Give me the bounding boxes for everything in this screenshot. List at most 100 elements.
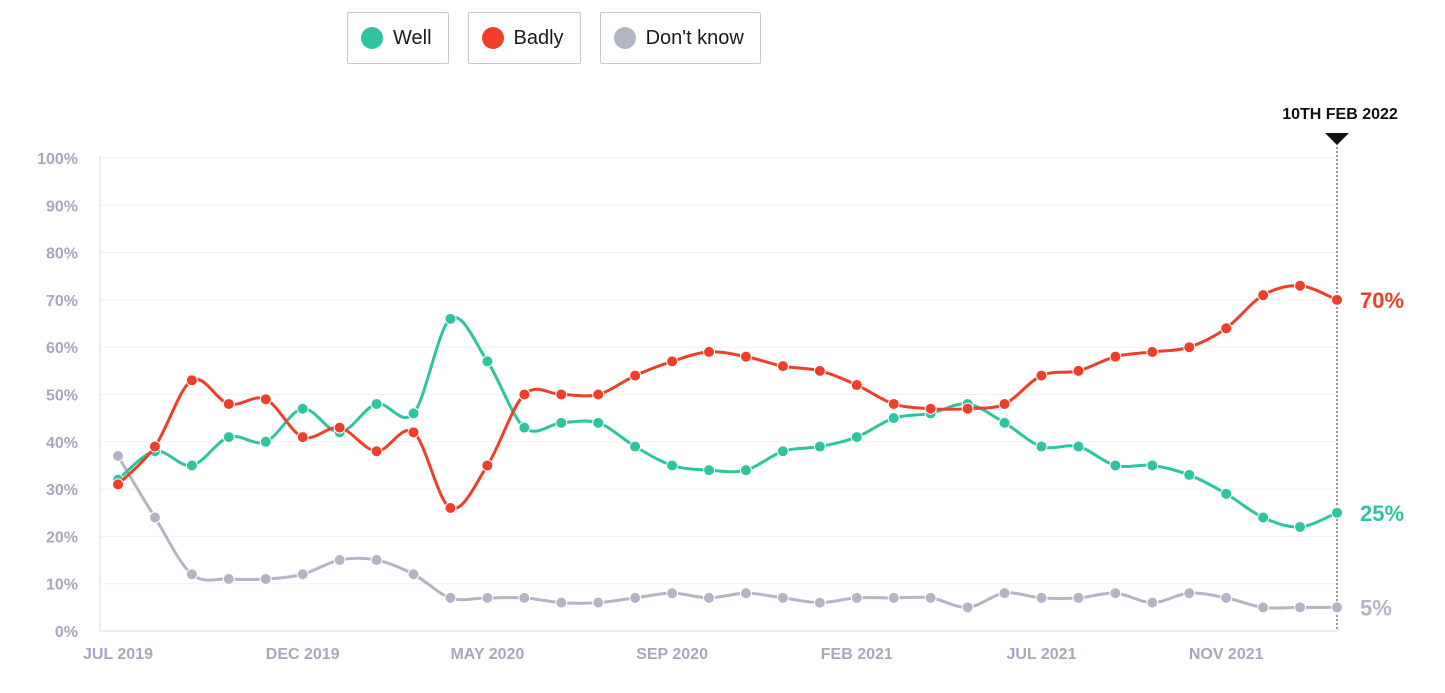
data-point-well	[185, 459, 198, 472]
series-line-badly	[116, 284, 1338, 511]
data-point-don-t-know	[1183, 587, 1196, 600]
y-tick-label: 40%	[46, 435, 78, 452]
data-point-well	[592, 416, 605, 429]
data-point-badly	[850, 379, 863, 392]
data-point-don-t-know	[555, 596, 568, 609]
data-point-badly	[148, 440, 161, 453]
data-point-don-t-know	[518, 591, 531, 604]
data-point-don-t-know	[961, 601, 974, 614]
data-point-don-t-know	[703, 591, 716, 604]
data-point-don-t-know	[1294, 601, 1307, 614]
data-point-badly	[776, 360, 789, 373]
y-tick-label: 90%	[46, 198, 78, 215]
data-point-badly	[1257, 289, 1270, 302]
legend: Well Badly Don't know	[347, 12, 761, 64]
x-tick-label: MAY 2020	[450, 646, 524, 663]
data-point-badly	[1072, 364, 1085, 377]
data-point-well	[222, 431, 235, 444]
end-label-don-t-know: 5%	[1360, 595, 1392, 620]
data-point-don-t-know	[1331, 601, 1343, 614]
data-point-don-t-know	[813, 596, 826, 609]
data-point-well	[259, 435, 272, 448]
data-point-badly	[333, 421, 346, 434]
data-point-badly	[185, 374, 198, 387]
data-point-badly	[666, 355, 679, 368]
data-point-well	[776, 445, 789, 458]
legend-label-well: Well	[393, 26, 432, 49]
data-point-badly	[481, 459, 494, 472]
data-point-badly	[112, 478, 124, 491]
data-point-badly	[813, 364, 826, 377]
data-point-badly	[1109, 350, 1122, 363]
data-point-badly	[1294, 279, 1307, 292]
data-point-well	[629, 440, 642, 453]
data-point-badly	[555, 388, 568, 401]
data-point-don-t-know	[333, 554, 346, 567]
data-point-badly	[1035, 369, 1048, 382]
y-tick-label: 0%	[55, 624, 78, 641]
data-point-well	[518, 421, 531, 434]
dont-know-color-dot-icon	[613, 27, 636, 49]
data-point-don-t-know	[924, 591, 937, 604]
y-tick-label: 100%	[37, 151, 78, 168]
data-point-badly	[703, 345, 716, 358]
data-point-well	[407, 407, 420, 420]
legend-button-well[interactable]: Well	[347, 12, 449, 64]
end-label-badly: 70%	[1360, 288, 1404, 313]
end-label-well: 25%	[1360, 501, 1404, 526]
data-point-don-t-know	[998, 587, 1011, 600]
data-point-don-t-know	[776, 591, 789, 604]
x-tick-label: FEB 2021	[821, 646, 893, 663]
data-point-badly	[222, 397, 235, 410]
legend-button-badly[interactable]: Badly	[467, 12, 581, 64]
data-point-well	[703, 464, 716, 477]
data-point-don-t-know	[222, 572, 235, 585]
data-point-badly	[407, 426, 420, 439]
data-point-don-t-know	[1146, 596, 1159, 609]
data-point-badly	[1220, 322, 1233, 335]
x-tick-label: NOV 2021	[1189, 646, 1264, 663]
data-point-badly	[924, 402, 937, 415]
data-point-badly	[296, 431, 309, 444]
x-tick-label: JUL 2019	[83, 646, 153, 663]
data-point-badly	[592, 388, 605, 401]
series-line-don-t-know	[116, 455, 1337, 610]
data-point-badly	[370, 445, 383, 458]
date-marker-triangle-icon	[1325, 133, 1349, 145]
data-point-don-t-know	[850, 591, 863, 604]
data-point-well	[666, 459, 679, 472]
data-point-don-t-know	[1257, 601, 1270, 614]
data-point-don-t-know	[148, 511, 161, 524]
data-point-badly	[444, 502, 457, 515]
data-point-well	[481, 355, 494, 368]
x-tick-label: JUL 2021	[1006, 646, 1076, 663]
data-point-don-t-know	[185, 568, 198, 581]
data-point-don-t-know	[887, 591, 900, 604]
data-point-badly	[629, 369, 642, 382]
data-point-well	[1183, 468, 1196, 481]
y-tick-label: 80%	[46, 246, 78, 263]
data-point-well	[1146, 459, 1159, 472]
data-point-don-t-know	[666, 587, 679, 600]
data-point-don-t-know	[1220, 591, 1233, 604]
data-point-well	[1257, 511, 1270, 524]
data-point-don-t-know	[739, 587, 752, 600]
data-point-don-t-know	[629, 591, 642, 604]
data-point-well	[1331, 506, 1343, 519]
data-point-well	[296, 402, 309, 415]
legend-button-dont-know[interactable]: Don't know	[599, 12, 761, 64]
data-point-well	[887, 412, 900, 425]
data-point-badly	[998, 397, 1011, 410]
y-tick-label: 10%	[46, 577, 78, 594]
legend-label-badly: Badly	[513, 26, 564, 49]
data-point-badly	[1183, 341, 1196, 354]
x-tick-label: DEC 2019	[266, 646, 340, 663]
y-tick-label: 30%	[46, 482, 78, 499]
data-point-don-t-know	[1109, 587, 1122, 600]
y-tick-label: 20%	[46, 529, 78, 546]
data-point-well	[1109, 459, 1122, 472]
data-point-well	[1220, 487, 1233, 500]
data-point-badly	[259, 393, 272, 406]
data-point-badly	[1331, 293, 1343, 306]
